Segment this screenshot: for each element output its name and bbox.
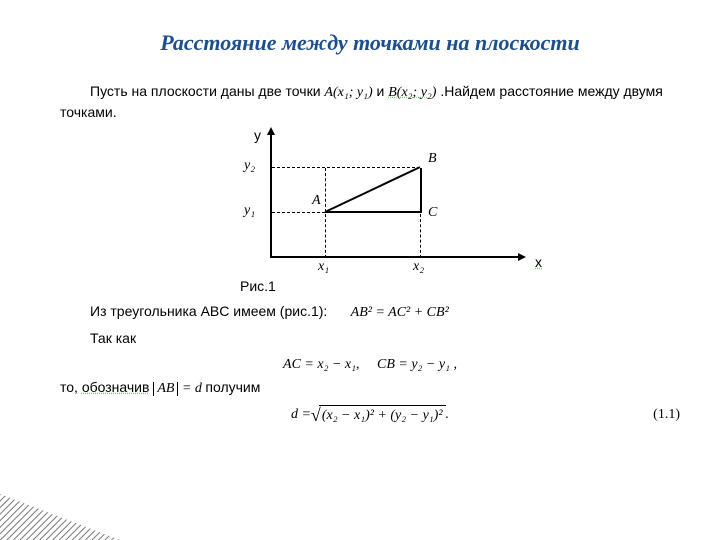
- dash-y2: [272, 167, 420, 168]
- intro-ptB: B(x₂; y₂): [388, 85, 436, 100]
- eq-d-dot: .: [446, 405, 450, 425]
- eq-distance-row: d = √ (x₂ − x₁)² + (y₂ − y₁)² . (1.1): [60, 405, 680, 426]
- sqrt-body: (x₂ − x₁)² + (y₂ − y₁)²: [319, 405, 446, 426]
- eq-legs-comma: ,: [453, 357, 457, 372]
- denote-word: обозначив: [82, 379, 150, 395]
- chart-wrap: A B C x₁ x₂ y₁ y₂ y x Рис.1: [60, 128, 680, 296]
- hatch-svg: [0, 494, 120, 540]
- label-A: A: [312, 191, 321, 211]
- eq-number: (1.1): [653, 405, 680, 425]
- abs-AB: AB: [153, 382, 178, 396]
- segment-AC: [325, 211, 420, 213]
- page-title: Расстояние между точками на плоскости: [60, 30, 680, 56]
- segment-AB: [325, 166, 421, 213]
- label-x2: x₂: [413, 257, 424, 277]
- corner-hatch: [0, 494, 120, 540]
- axis-x: [270, 256, 520, 258]
- page-root: Расстояние между точками на плоскости Пу…: [0, 0, 720, 540]
- denote-1: то,: [60, 379, 82, 395]
- triangle-line: Из треугольника ABC имеем (рис.1): AB² =…: [60, 302, 680, 323]
- eq-d-lhs: d =: [291, 405, 311, 425]
- label-B: B: [428, 149, 437, 169]
- label-C: C: [428, 203, 437, 223]
- eq-legs: AC = x₂ − x₁, CB = y₂ − y₁ ,: [60, 355, 680, 375]
- intro-t1: Пусть на плоскости даны две точки: [90, 83, 324, 99]
- body-block: Пусть на плоскости даны две точки A(x₁; …: [60, 82, 680, 425]
- label-x1: x₁: [318, 257, 329, 277]
- eq-pyth: AB² = AC² + CB²: [351, 305, 449, 320]
- sqrt-wrap: √ (x₂ − x₁)² + (y₂ − y₁)²: [311, 405, 446, 426]
- eq-CB: CB = y₂ − y₁: [377, 357, 450, 372]
- axis-y-label: y: [254, 126, 261, 146]
- triangle-text: Из треугольника ABC имеем (рис.1):: [90, 303, 327, 319]
- denote-line: то, обозначив AB = d получим: [60, 378, 680, 399]
- label-y2: y₂: [244, 156, 255, 176]
- denote-2: получим: [205, 379, 260, 395]
- since-line: Так как: [60, 329, 680, 349]
- segment-CB: [420, 168, 422, 213]
- intro-t2: и: [377, 83, 389, 99]
- axis-y: [270, 133, 272, 258]
- axis-x-label: x: [535, 253, 542, 273]
- eq-d: = d: [178, 381, 201, 396]
- intro-ptA: A(x₁; y₁): [324, 85, 372, 100]
- figure-caption: Рис.1: [60, 277, 680, 297]
- intro-para: Пусть на плоскости даны две точки A(x₁; …: [60, 82, 680, 122]
- dash-x1: [325, 168, 326, 258]
- coordinate-chart: A B C x₁ x₂ y₁ y₂ y x: [240, 128, 540, 268]
- label-y1: y₁: [244, 201, 255, 221]
- eq-AC: AC = x₂ − x₁,: [283, 357, 359, 372]
